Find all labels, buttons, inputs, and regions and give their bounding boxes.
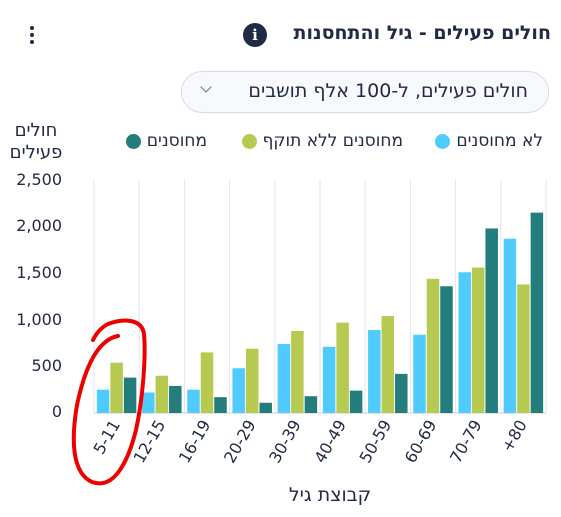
bar-40-49-series-1 xyxy=(336,322,349,413)
x-tick-label: 50-59 xyxy=(356,417,396,467)
bar-+80-series-0 xyxy=(503,238,517,413)
bar-40-49-series-0 xyxy=(322,346,336,413)
bar-5-11-series-2 xyxy=(123,377,137,413)
chart-header: i חולים פעילים - גיל והתחסנות xyxy=(0,18,561,52)
y-axis-label: חולים פעילים xyxy=(4,120,68,164)
bar-50-59-series-1 xyxy=(381,316,395,413)
bar-12-15-series-2 xyxy=(169,385,182,413)
bar-16-19-series-2 xyxy=(214,397,227,413)
y-tick-label: 1,500 xyxy=(16,263,62,282)
metric-dropdown[interactable]: חולים פעילים, ל-100 אלף תושבים xyxy=(181,71,549,113)
legend-item-vaccinated[interactable]: מחוסנים xyxy=(125,130,207,152)
metric-dropdown-value: חולים פעילים, ל-100 אלף תושבים xyxy=(248,80,528,102)
y-tick-label: 2,500 xyxy=(16,170,62,189)
bar-30-39-series-0 xyxy=(277,344,291,413)
bar-60-69-series-2 xyxy=(440,286,453,413)
bar-70-79-series-0 xyxy=(458,272,471,413)
y-tick-label: 2,000 xyxy=(16,216,62,235)
legend-label-vaccinated: מחוסנים xyxy=(146,131,207,151)
x-tick-label: 16-19 xyxy=(175,417,215,467)
bar-12-15-series-1 xyxy=(155,375,169,413)
bar-30-39-series-2 xyxy=(304,396,318,413)
y-axis-label-line2: פעילים xyxy=(9,142,63,163)
y-axis-label-line1: חולים xyxy=(14,120,58,141)
bar-40-49-series-2 xyxy=(349,390,363,413)
legend-item-unvaccinated[interactable]: לא מחוסנים xyxy=(435,130,543,152)
bar-50-59-series-2 xyxy=(395,373,408,413)
x-tick-label: 70-79 xyxy=(446,417,486,467)
legend-swatch-unvaccinated xyxy=(435,133,451,149)
legend-label-unvaccinated: לא מחוסנים xyxy=(456,131,543,151)
bar-60-69-series-1 xyxy=(426,278,440,413)
bar-5-11-series-0 xyxy=(96,389,110,413)
bar-50-59-series-0 xyxy=(368,330,381,413)
x-tick-label: 60-69 xyxy=(401,417,441,467)
bar-16-19-series-0 xyxy=(187,389,200,413)
y-tick-label: 1,000 xyxy=(16,310,62,329)
bar-20-29-series-1 xyxy=(245,348,259,413)
bar-70-79-series-1 xyxy=(471,267,485,413)
legend-swatch-vaccinated xyxy=(125,133,141,149)
x-tick-label: 40-49 xyxy=(310,417,350,467)
bar-30-39-series-1 xyxy=(291,330,304,413)
legend-label-expired: מחוסנים ללא תוקף xyxy=(262,131,403,151)
y-tick-label: 500 xyxy=(31,356,62,375)
x-axis-label: קבוצת גיל xyxy=(288,484,372,506)
y-tick-label: 0 xyxy=(51,402,62,421)
x-tick-label: 20-29 xyxy=(220,417,260,467)
x-tick-label: 30-39 xyxy=(265,417,305,467)
x-tick-label: 5-11 xyxy=(89,417,124,458)
legend-swatch-expired xyxy=(241,133,257,149)
kebab-menu-icon[interactable] xyxy=(20,20,44,50)
bar-70-79-series-2 xyxy=(485,228,498,413)
chart-title: חולים פעילים - גיל והתחסנות xyxy=(293,22,551,44)
legend-item-expired[interactable]: מחוסנים ללא תוקף xyxy=(241,130,403,152)
bar-20-29-series-2 xyxy=(259,402,272,413)
bar-60-69-series-0 xyxy=(413,334,426,413)
bar-+80-series-1 xyxy=(517,284,530,413)
info-icon[interactable]: i xyxy=(243,23,267,47)
bar-16-19-series-1 xyxy=(200,352,214,413)
bar-5-11-series-1 xyxy=(110,362,123,413)
bar-20-29-series-0 xyxy=(232,368,245,413)
bar-+80-series-2 xyxy=(530,212,544,413)
x-tick-label: +80 xyxy=(498,417,531,456)
bar-12-15-series-0 xyxy=(142,392,155,413)
red-circle-annotation xyxy=(71,318,147,486)
